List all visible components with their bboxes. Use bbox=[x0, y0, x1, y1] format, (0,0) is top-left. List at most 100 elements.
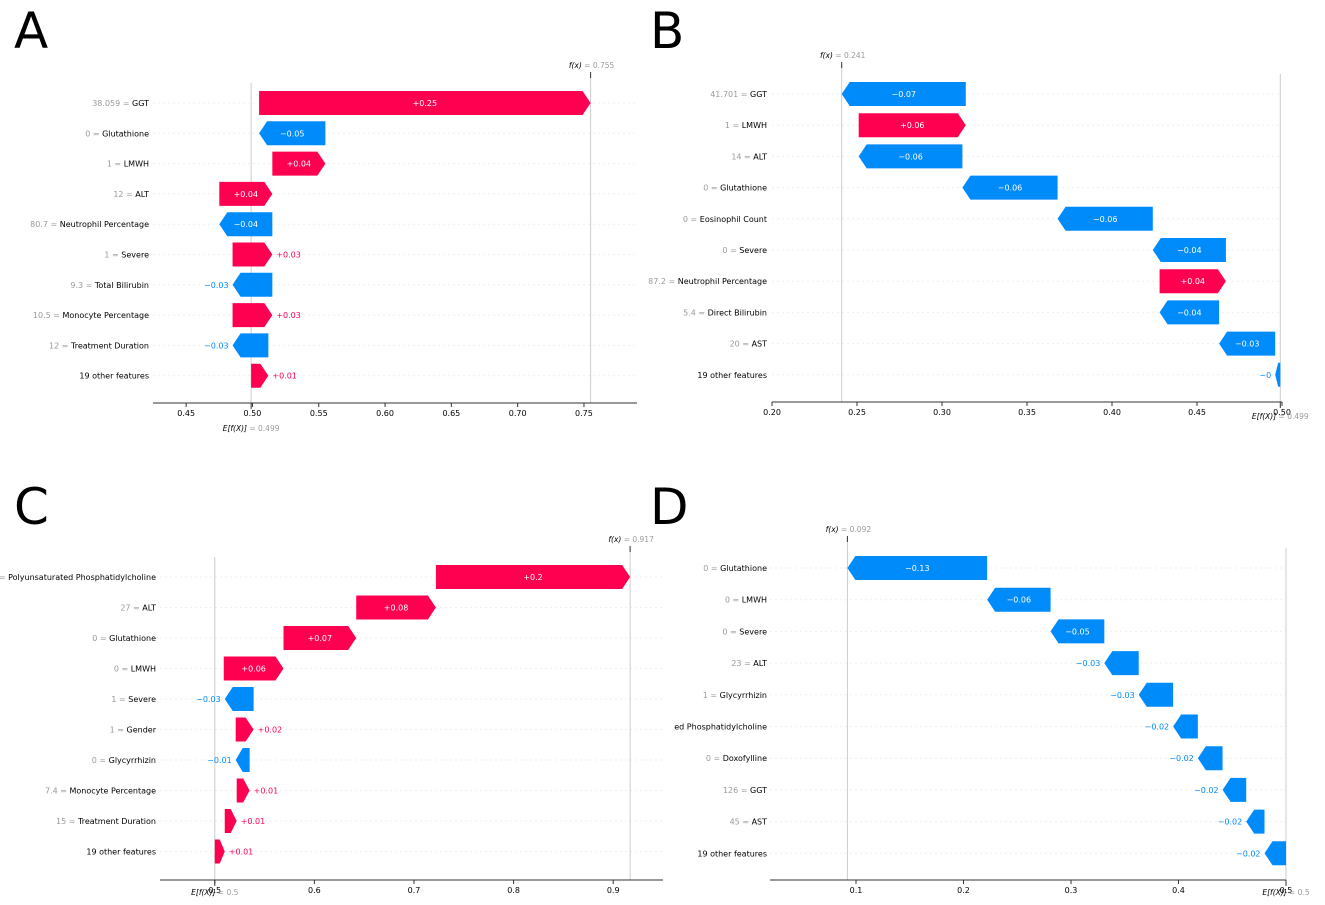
feature-row-label: 0 = Eosinophil Count bbox=[683, 215, 767, 224]
shap-value-label: +0.2 bbox=[523, 573, 542, 582]
negative-shap-bar bbox=[224, 687, 254, 711]
shap-value-label: +0.04 bbox=[1180, 277, 1205, 286]
shap-value-label: +0.04 bbox=[234, 190, 259, 199]
negative-shap-bar bbox=[1173, 714, 1198, 739]
feature-row-label: 0 = Glutathione bbox=[703, 564, 767, 573]
feature-row-label: 23 = ALT bbox=[731, 659, 767, 668]
feature-row-label: 38.059 = GGT bbox=[92, 99, 149, 108]
feature-row-label: 0 = LMWH bbox=[725, 596, 767, 605]
positive-shap-bar bbox=[251, 363, 269, 388]
efx-annotation: E[f(X)] = 0.499 bbox=[1252, 412, 1309, 421]
panel-letter-a: A bbox=[14, 2, 49, 60]
negative-shap-bar bbox=[1057, 206, 1153, 231]
feature-row-label: 0 = Glutathione bbox=[703, 184, 767, 193]
shap-value-label: −0.03 bbox=[204, 341, 229, 350]
x-tick-label: 0.60 bbox=[376, 409, 394, 418]
feature-row-label: 12 = ALT bbox=[113, 190, 149, 199]
feature-row-label: 10.5 = Monocyte Percentage bbox=[33, 311, 149, 320]
negative-shap-bar bbox=[987, 587, 1051, 612]
x-tick-label: 0.50 bbox=[1273, 408, 1291, 417]
efx-annotation: E[f(X)] = 0.5 bbox=[191, 888, 238, 897]
shap-value-label: +0.03 bbox=[276, 311, 301, 320]
shap-value-label: +0.06 bbox=[900, 121, 925, 130]
feature-row-label: 41.701 = GGT bbox=[710, 90, 767, 99]
x-tick-label: 0.30 bbox=[933, 408, 951, 417]
x-tick-label: 0.2 bbox=[957, 886, 970, 895]
feature-row-label: 0 = Severe bbox=[722, 627, 767, 636]
shap-value-label: +0.07 bbox=[308, 634, 333, 643]
fx-annotation: f(x) = 0.092 bbox=[826, 525, 872, 534]
x-tick-label: 0.3 bbox=[1065, 886, 1078, 895]
panel-b: B −0.07 41.701 = GGT +0.06 1 = LMWH −0.06 14 … bbox=[648, 0, 1325, 452]
x-tick-label: 0.50 bbox=[244, 409, 262, 418]
feature-row-label: 14 = ALT bbox=[731, 152, 767, 161]
negative-shap-bar bbox=[847, 556, 988, 580]
feature-row-label: 27 = ALT bbox=[120, 604, 156, 613]
fx-annotation: f(x) = 0.755 bbox=[569, 61, 615, 70]
shap-value-label: −0.06 bbox=[1007, 596, 1032, 605]
positive-shap-bar bbox=[435, 565, 631, 589]
shap-value-label: −0.01 bbox=[207, 756, 232, 765]
x-tick-label: 0.55 bbox=[310, 409, 328, 418]
feature-row-label: 0 = Severe bbox=[722, 246, 767, 255]
efx-annotation: E[f(X)] = 0.5 bbox=[1262, 888, 1309, 897]
fx-annotation: f(x) = 0.917 bbox=[608, 535, 654, 544]
waterfall-chart-a: +0.25 38.059 = GGT −0.05 0 = Glutathione +0.… bbox=[30, 61, 637, 433]
positive-shap-bar bbox=[232, 303, 273, 328]
x-tick-label: 0.75 bbox=[575, 409, 593, 418]
shap-value-label: −0.07 bbox=[891, 90, 916, 99]
shap-value-label: −0.13 bbox=[905, 564, 930, 573]
feature-row-label: 5.4 = Direct Bilirubin bbox=[683, 308, 767, 317]
positive-shap-bar bbox=[214, 839, 225, 864]
positive-shap-bar bbox=[858, 113, 966, 138]
shap-value-label: −0.02 bbox=[1236, 849, 1261, 858]
x-tick-label: 0.45 bbox=[1188, 408, 1206, 417]
waterfall-chart-c: +0.2 0 = Polyunsaturated Phosphatidylchol… bbox=[0, 535, 663, 897]
x-tick-label: 0.9 bbox=[607, 886, 620, 895]
negative-shap-bar bbox=[259, 121, 326, 146]
shap-value-label: −0.02 bbox=[1145, 723, 1170, 732]
shap-value-label: −0.04 bbox=[234, 220, 259, 229]
x-tick-label: 0.45 bbox=[177, 409, 195, 418]
positive-shap-bar bbox=[272, 151, 326, 176]
x-tick-label: 0.40 bbox=[1103, 408, 1121, 417]
positive-shap-bar bbox=[224, 809, 237, 833]
negative-shap-bar bbox=[962, 175, 1058, 200]
shap-value-label: −0.03 bbox=[1110, 691, 1135, 700]
x-tick-label: 0.7 bbox=[408, 886, 421, 895]
feature-row-label: 19 other features bbox=[697, 371, 767, 380]
feature-row-label: 1 = Gender bbox=[110, 726, 157, 735]
shap-value-label: −0.05 bbox=[1065, 627, 1090, 636]
feature-row-label: 1 = LMWH bbox=[725, 121, 767, 130]
x-tick-label: 0.8 bbox=[507, 886, 520, 895]
feature-row-label: 0 = Doxofylline bbox=[706, 754, 767, 763]
shap-value-label: −0.03 bbox=[1076, 659, 1101, 668]
negative-shap-bar bbox=[1246, 809, 1265, 834]
shap-value-label: +0.06 bbox=[241, 665, 266, 674]
waterfall-chart-b: −0.07 41.701 = GGT +0.06 1 = LMWH −0.06 14 = … bbox=[648, 51, 1309, 421]
feature-row-label: 0 = Glutathione bbox=[92, 634, 156, 643]
shap-value-label: +0.01 bbox=[254, 787, 279, 796]
x-tick-label: 0.5 bbox=[208, 886, 221, 895]
feature-row-label: 126 = GGT bbox=[723, 786, 767, 795]
x-tick-label: 0.5 bbox=[1280, 886, 1293, 895]
shap-value-label: +0.02 bbox=[258, 726, 283, 735]
panel-letter-c: C bbox=[14, 478, 49, 536]
panel-letter-d: D bbox=[650, 478, 689, 536]
shap-value-label: −0.03 bbox=[196, 695, 221, 704]
negative-shap-bar bbox=[232, 333, 269, 358]
positive-shap-bar bbox=[235, 717, 254, 742]
feature-row-label: 12 = Treatment Duration bbox=[49, 341, 149, 350]
negative-shap-bar bbox=[1138, 682, 1174, 707]
negative-shap-bar bbox=[1222, 777, 1247, 802]
shap-value-label: −0 bbox=[1259, 371, 1271, 380]
panel-c: C +0.2 0 = Polyunsaturated Phosphatidylch… bbox=[0, 452, 663, 905]
shap-value-label: +0.04 bbox=[287, 160, 312, 169]
x-tick-label: 0.25 bbox=[848, 408, 866, 417]
fx-annotation: f(x) = 0.241 bbox=[820, 51, 866, 60]
shap-value-label: −0.04 bbox=[1177, 308, 1202, 317]
feature-row-label: 45 = AST bbox=[730, 818, 768, 827]
negative-shap-bar bbox=[219, 212, 273, 237]
x-tick-label: 0.1 bbox=[850, 886, 863, 895]
negative-shap-bar bbox=[232, 272, 273, 297]
